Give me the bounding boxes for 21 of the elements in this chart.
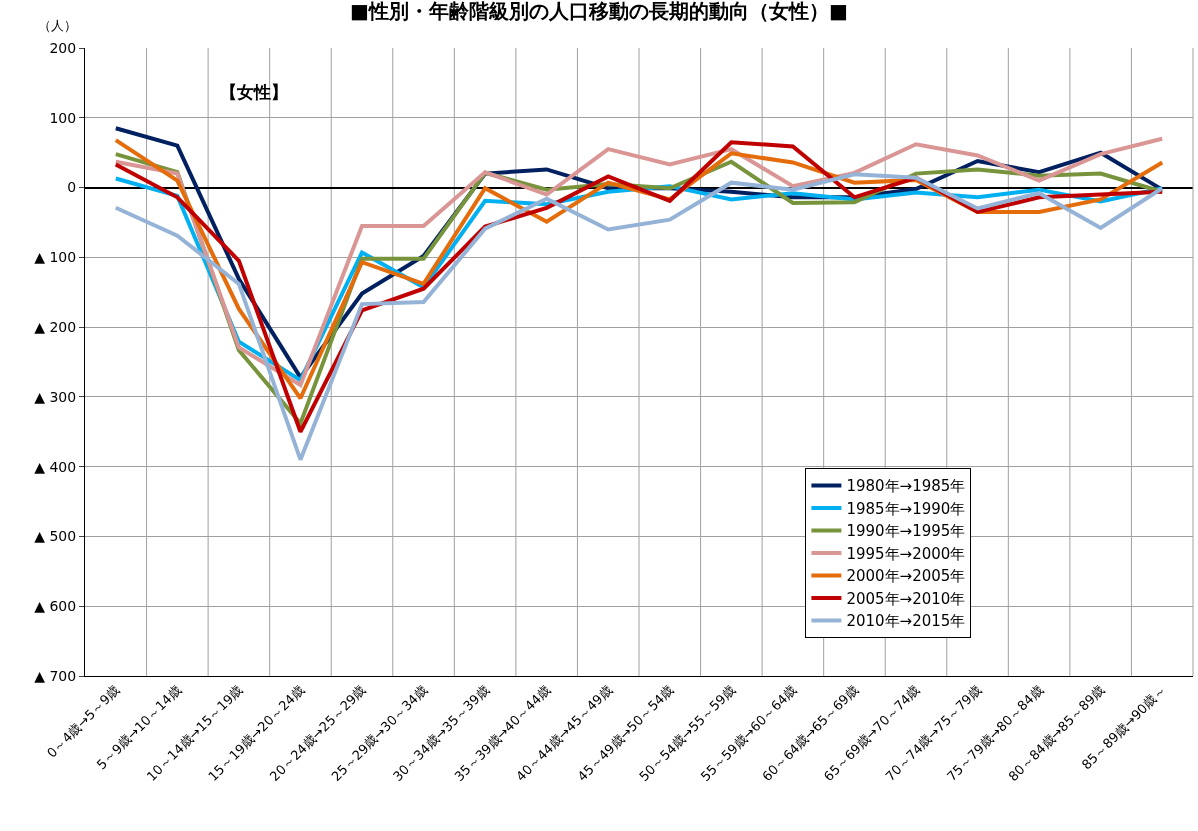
y-tick-label: 0 bbox=[67, 179, 77, 196]
y-tick-label: ▲ 600 bbox=[34, 598, 77, 615]
y-tick-label: 100 bbox=[49, 109, 77, 126]
y-tick-label: ▲ 400 bbox=[34, 458, 77, 475]
legend-label: 2005年→2010年 bbox=[846, 589, 966, 608]
chart-title: ■性別・年齢階級別の人口移動の長期的動向（女性）■ bbox=[350, 0, 848, 24]
legend-label: 1995年→2000年 bbox=[846, 544, 966, 563]
legend-label: 2000年→2005年 bbox=[846, 567, 966, 586]
y-tick-label: ▲ 300 bbox=[34, 388, 77, 405]
annotation: 【女性】 bbox=[220, 82, 288, 102]
y-tick-label: ▲ 200 bbox=[34, 319, 77, 336]
line-series bbox=[113, 172, 1165, 462]
y-tick-label: 200 bbox=[49, 39, 77, 56]
y-tick-label: ▲ 500 bbox=[34, 528, 77, 545]
y-tick-label: ▲ 100 bbox=[34, 249, 77, 266]
legend-label: 1990年→1995年 bbox=[846, 522, 966, 541]
y-axis-title: （人） bbox=[38, 18, 77, 33]
legend-label: 1980年→1985年 bbox=[846, 477, 966, 496]
y-tick-label: ▲ 700 bbox=[34, 667, 77, 684]
legend-label: 1985年→1990年 bbox=[846, 499, 966, 518]
legend-label: 2010年→2015年 bbox=[846, 612, 966, 631]
